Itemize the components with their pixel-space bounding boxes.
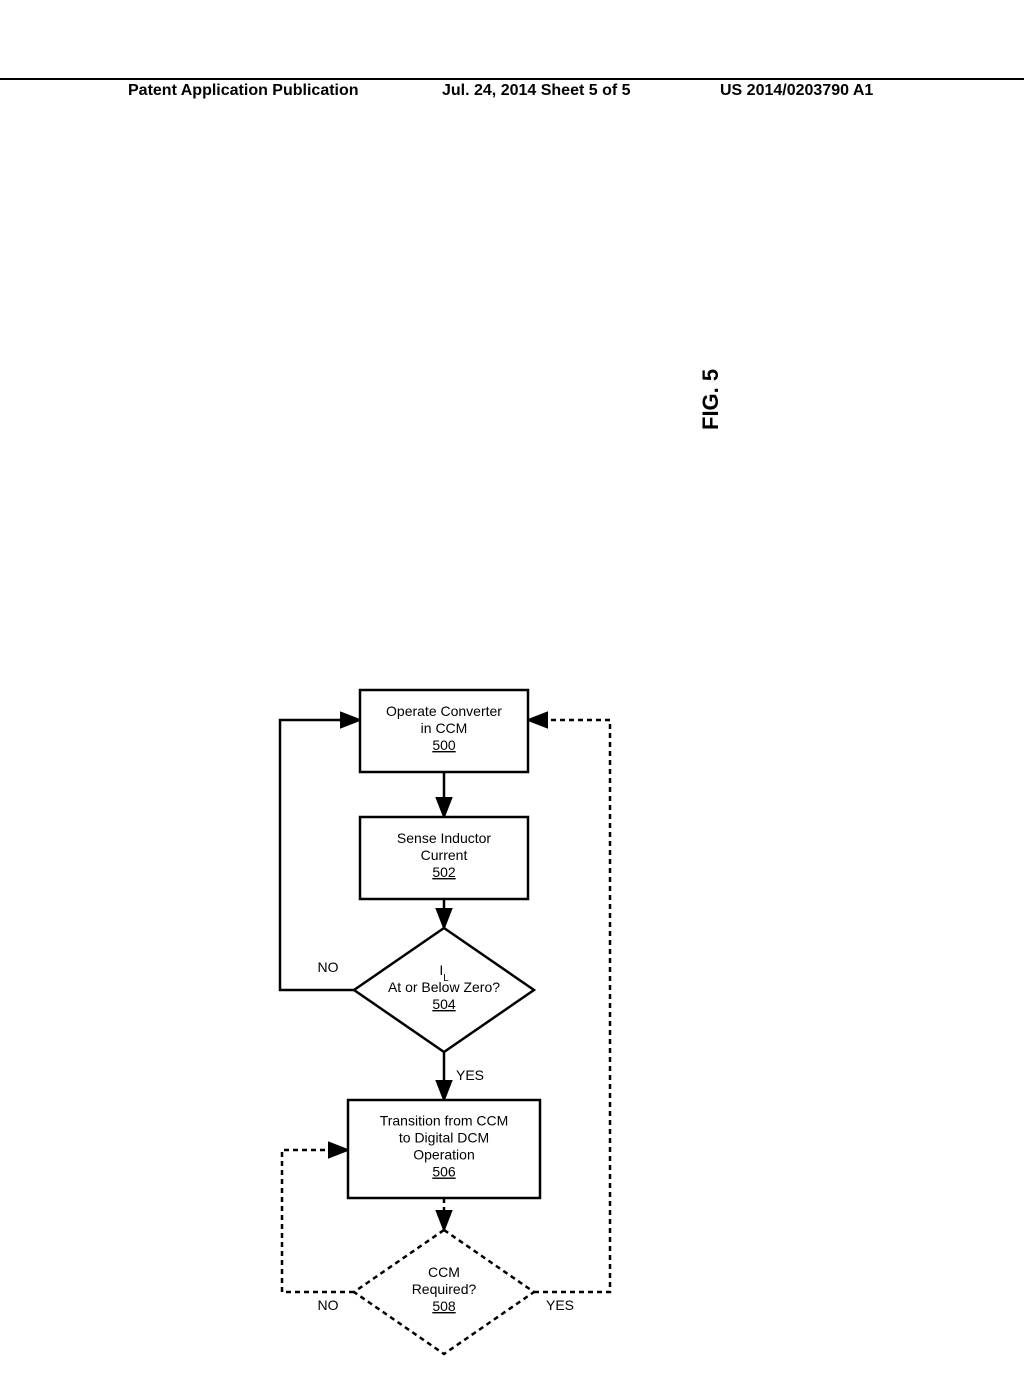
node-text: to Digital DCM: [399, 1130, 489, 1146]
node-ref: 502: [432, 864, 456, 880]
node-ref: 508: [432, 1298, 456, 1314]
edge-label: NO: [318, 1297, 339, 1313]
edge-n508-n506: [282, 1150, 354, 1292]
edge-n508-n500: [528, 720, 610, 1292]
node-text: in CCM: [421, 720, 468, 736]
node-text: Required?: [412, 1281, 477, 1297]
node-text: At or Below Zero?: [388, 979, 500, 995]
edge-n504-n500: [280, 720, 360, 990]
node-ref: 500: [432, 737, 456, 753]
node-text: Transition from CCM: [380, 1113, 509, 1129]
header-center: Jul. 24, 2014 Sheet 5 of 5: [442, 82, 631, 100]
flowchart: YES NO NO YES Operate Converterin CCM500 Sens…: [130, 660, 650, 1380]
edge-label: YES: [456, 1067, 484, 1083]
node-text: Operate Converter: [386, 703, 502, 719]
node-text: Operation: [413, 1147, 474, 1163]
node-text: CCM: [428, 1264, 460, 1280]
header-rule: [0, 78, 1024, 80]
node-text: Sense Inductor: [397, 830, 492, 846]
page: Patent Application Publication Jul. 24, …: [0, 0, 1024, 1320]
node-ref: 504: [432, 996, 456, 1012]
header-right: US 2014/0203790 A1: [720, 82, 873, 100]
edge-label: NO: [318, 959, 339, 975]
edge-label: YES: [546, 1297, 574, 1313]
node-ref: 506: [432, 1164, 456, 1180]
header-left: Patent Application Publication: [128, 82, 359, 100]
figure-label: FIG. 5: [698, 369, 724, 430]
node-text: Current: [421, 847, 468, 863]
